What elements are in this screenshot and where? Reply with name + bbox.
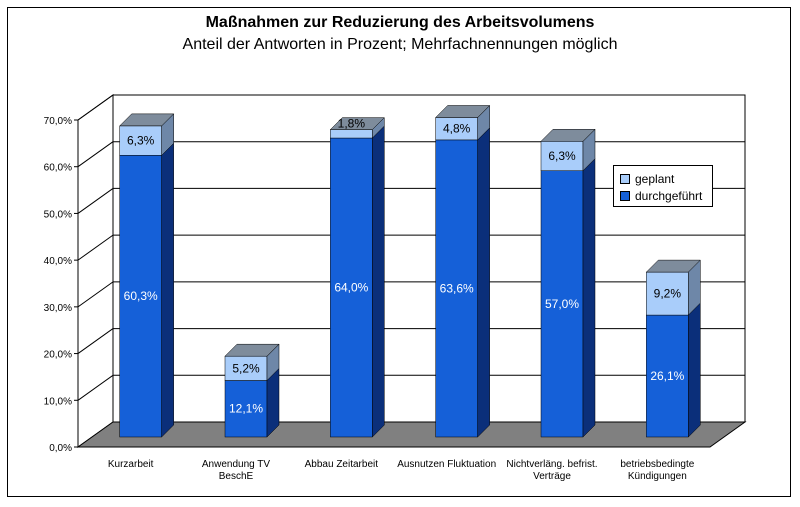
chart-subtitle: Anteil der Antworten in Prozent; Mehrfac…	[182, 36, 618, 53]
data-label-geplant: 5,2%	[232, 361, 260, 375]
bar-geplant	[646, 271, 689, 316]
bar-durchgefuehrt	[646, 314, 689, 438]
gridline-diagonal	[77, 188, 114, 214]
data-label-geplant: 9,2%	[654, 287, 682, 301]
x-tick-label: betriebsbedingte	[620, 459, 694, 470]
data-label-geplant: 6,3%	[127, 134, 155, 148]
bar-top	[645, 259, 701, 273]
y-tick-label: 50,0%	[44, 209, 72, 220]
x-tick-label: Anwendung TV	[202, 459, 271, 470]
bar-top	[224, 343, 280, 357]
data-label-durchgefuehrt: 26,1%	[650, 369, 684, 383]
gridline-diagonal	[77, 374, 114, 401]
side-wall	[77, 94, 114, 448]
bar-durchgefuehrt-side	[372, 125, 385, 438]
x-tick-label: Kurzarbeit	[108, 459, 154, 470]
x-tick-label: Abbau Zeitarbeit	[305, 459, 379, 470]
bar-top	[435, 105, 491, 118]
legend-label-durchgefuehrt: durchgeführt	[635, 189, 703, 203]
bar-top	[329, 117, 385, 130]
bar-durchgefuehrt	[330, 137, 373, 438]
data-label-durchgefuehrt: 63,6%	[440, 281, 474, 295]
gridline-diagonal	[77, 94, 114, 121]
legend-label-geplant: geplant	[635, 172, 675, 186]
legend-item-durchgefuehrt: durchgeführt	[620, 189, 702, 203]
legend: geplant durchgeführt	[613, 165, 713, 207]
y-tick-label: 60,0%	[44, 163, 72, 174]
y-tick-label: 10,0%	[44, 396, 72, 407]
bar-durchgefuehrt	[224, 380, 268, 438]
bar-durchgefuehrt-side	[688, 302, 701, 438]
x-tick-label: BeschE	[219, 471, 254, 482]
data-label-geplant: 4,8%	[443, 122, 471, 136]
data-label-durchgefuehrt: 57,0%	[545, 297, 579, 311]
bar-geplant	[540, 141, 584, 171]
x-tick-label: Verträge	[533, 471, 571, 482]
gridline-diagonal	[77, 328, 114, 354]
gridline-diagonal	[77, 281, 114, 308]
data-label-durchgefuehrt: 12,1%	[229, 402, 263, 416]
gridline-diagonal	[77, 141, 114, 168]
y-tick-label: 70,0%	[44, 116, 72, 127]
bar-geplant	[119, 125, 162, 156]
bar-durchgefuehrt	[435, 139, 478, 438]
bar-top	[540, 129, 596, 142]
bar-geplant	[224, 355, 268, 381]
bar-durchgefuehrt	[540, 170, 584, 438]
chart-title: Maßnahmen zur Reduzierung des Arbeitsvol…	[205, 14, 595, 31]
legend-item-geplant: geplant	[620, 172, 674, 186]
floor	[76, 421, 747, 448]
data-label-durchgefuehrt: 64,0%	[334, 281, 368, 295]
bar-top	[119, 113, 175, 127]
legend-swatch-geplant	[620, 174, 630, 184]
x-tick-label: Nichtverläng. befrist.	[506, 459, 597, 470]
bar-geplant	[330, 129, 373, 139]
gridline-diagonal	[77, 234, 114, 261]
data-label-geplant: 6,3%	[548, 149, 576, 163]
y-tick-label: 0,0%	[49, 443, 72, 454]
x-tick-label: Kündigungen	[628, 471, 687, 482]
bar-durchgefuehrt-side	[582, 158, 596, 438]
y-tick-label: 30,0%	[44, 303, 72, 314]
y-tick-label: 20,0%	[44, 350, 72, 361]
bar-durchgefuehrt-side	[161, 142, 174, 438]
legend-swatch-durchgefuehrt	[620, 191, 630, 201]
data-label-durchgefuehrt: 60,3%	[124, 289, 158, 303]
bar-durchgefuehrt-side	[477, 127, 490, 438]
x-tick-label: Ausnutzen Fluktuation	[397, 459, 496, 470]
y-tick-label: 40,0%	[44, 256, 72, 267]
data-label-geplant: 1,8%	[338, 117, 366, 131]
